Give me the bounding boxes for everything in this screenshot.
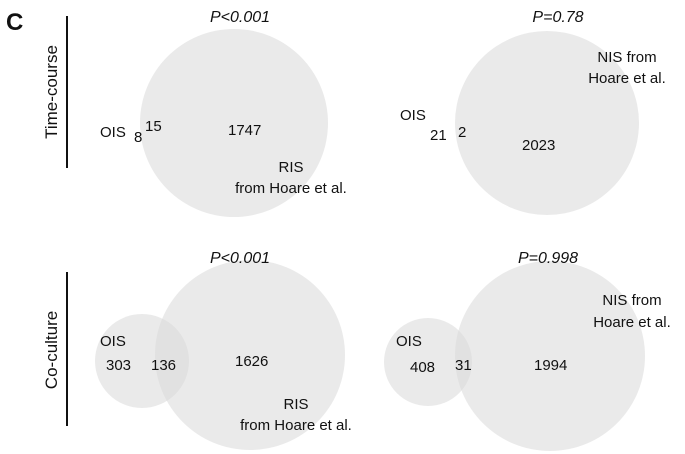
set-b-only-count: 1994 (534, 357, 567, 374)
set-a-only-count: 8 (134, 129, 142, 146)
set-b-label-line1: NIS from (597, 49, 656, 66)
set-b-label-line2: Hoare et al. (588, 70, 666, 87)
set-b-circle (455, 261, 645, 451)
venn-diagram-1: P<0.001 OIS 8 15 1747 RIS from Hoare et … (100, 9, 347, 217)
set-b-only-count: 1747 (228, 122, 261, 139)
set-b-label-line2: Hoare et al. (593, 314, 671, 331)
set-b-only-count: 1626 (235, 353, 268, 370)
set-b-circle (155, 260, 345, 450)
set-a-label: OIS (100, 124, 126, 141)
set-a-label: OIS (396, 333, 422, 350)
set-b-label-line1: NIS from (602, 292, 661, 309)
set-a-only-count: 408 (410, 359, 435, 376)
overlap-count: 2 (458, 124, 466, 141)
set-b-only-count: 2023 (522, 137, 555, 154)
set-b-label-line1: RIS (278, 159, 303, 176)
overlap-count: 31 (455, 357, 472, 374)
overlap-count: 136 (151, 357, 176, 374)
panel-letter: C (6, 9, 23, 36)
set-b-label-line2: from Hoare et al. (240, 417, 352, 434)
row-label-co-culture: Co-culture (42, 311, 61, 389)
set-a-only-count: 303 (106, 357, 131, 374)
row-label-time-course: Time-course (42, 45, 61, 139)
p-value: P<0.001 (210, 9, 270, 26)
p-value: P=0.998 (518, 250, 578, 267)
row-label-time-course-group: Time-course (42, 16, 68, 168)
set-a-only-count: 21 (430, 127, 447, 144)
set-b-label-line1: RIS (283, 396, 308, 413)
row-label-co-culture-group: Co-culture (42, 272, 68, 426)
set-b-circle (455, 31, 639, 215)
set-b-label-line2: from Hoare et al. (235, 180, 347, 197)
set-b-circle (140, 29, 328, 217)
venn-diagram-3: P<0.001 OIS 303 136 1626 RIS from Hoare … (95, 250, 352, 450)
set-a-circle (384, 318, 472, 406)
venn-diagram-2: P=0.78 OIS 21 2 2023 NIS from Hoare et a… (400, 9, 666, 215)
set-a-label: OIS (100, 333, 126, 350)
set-a-label: OIS (400, 107, 426, 124)
p-value: P<0.001 (210, 250, 270, 267)
venn-diagram-4: P=0.998 OIS 408 31 1994 NIS from Hoare e… (384, 250, 671, 451)
p-value: P=0.78 (532, 9, 583, 26)
overlap-count: 15 (145, 118, 162, 135)
